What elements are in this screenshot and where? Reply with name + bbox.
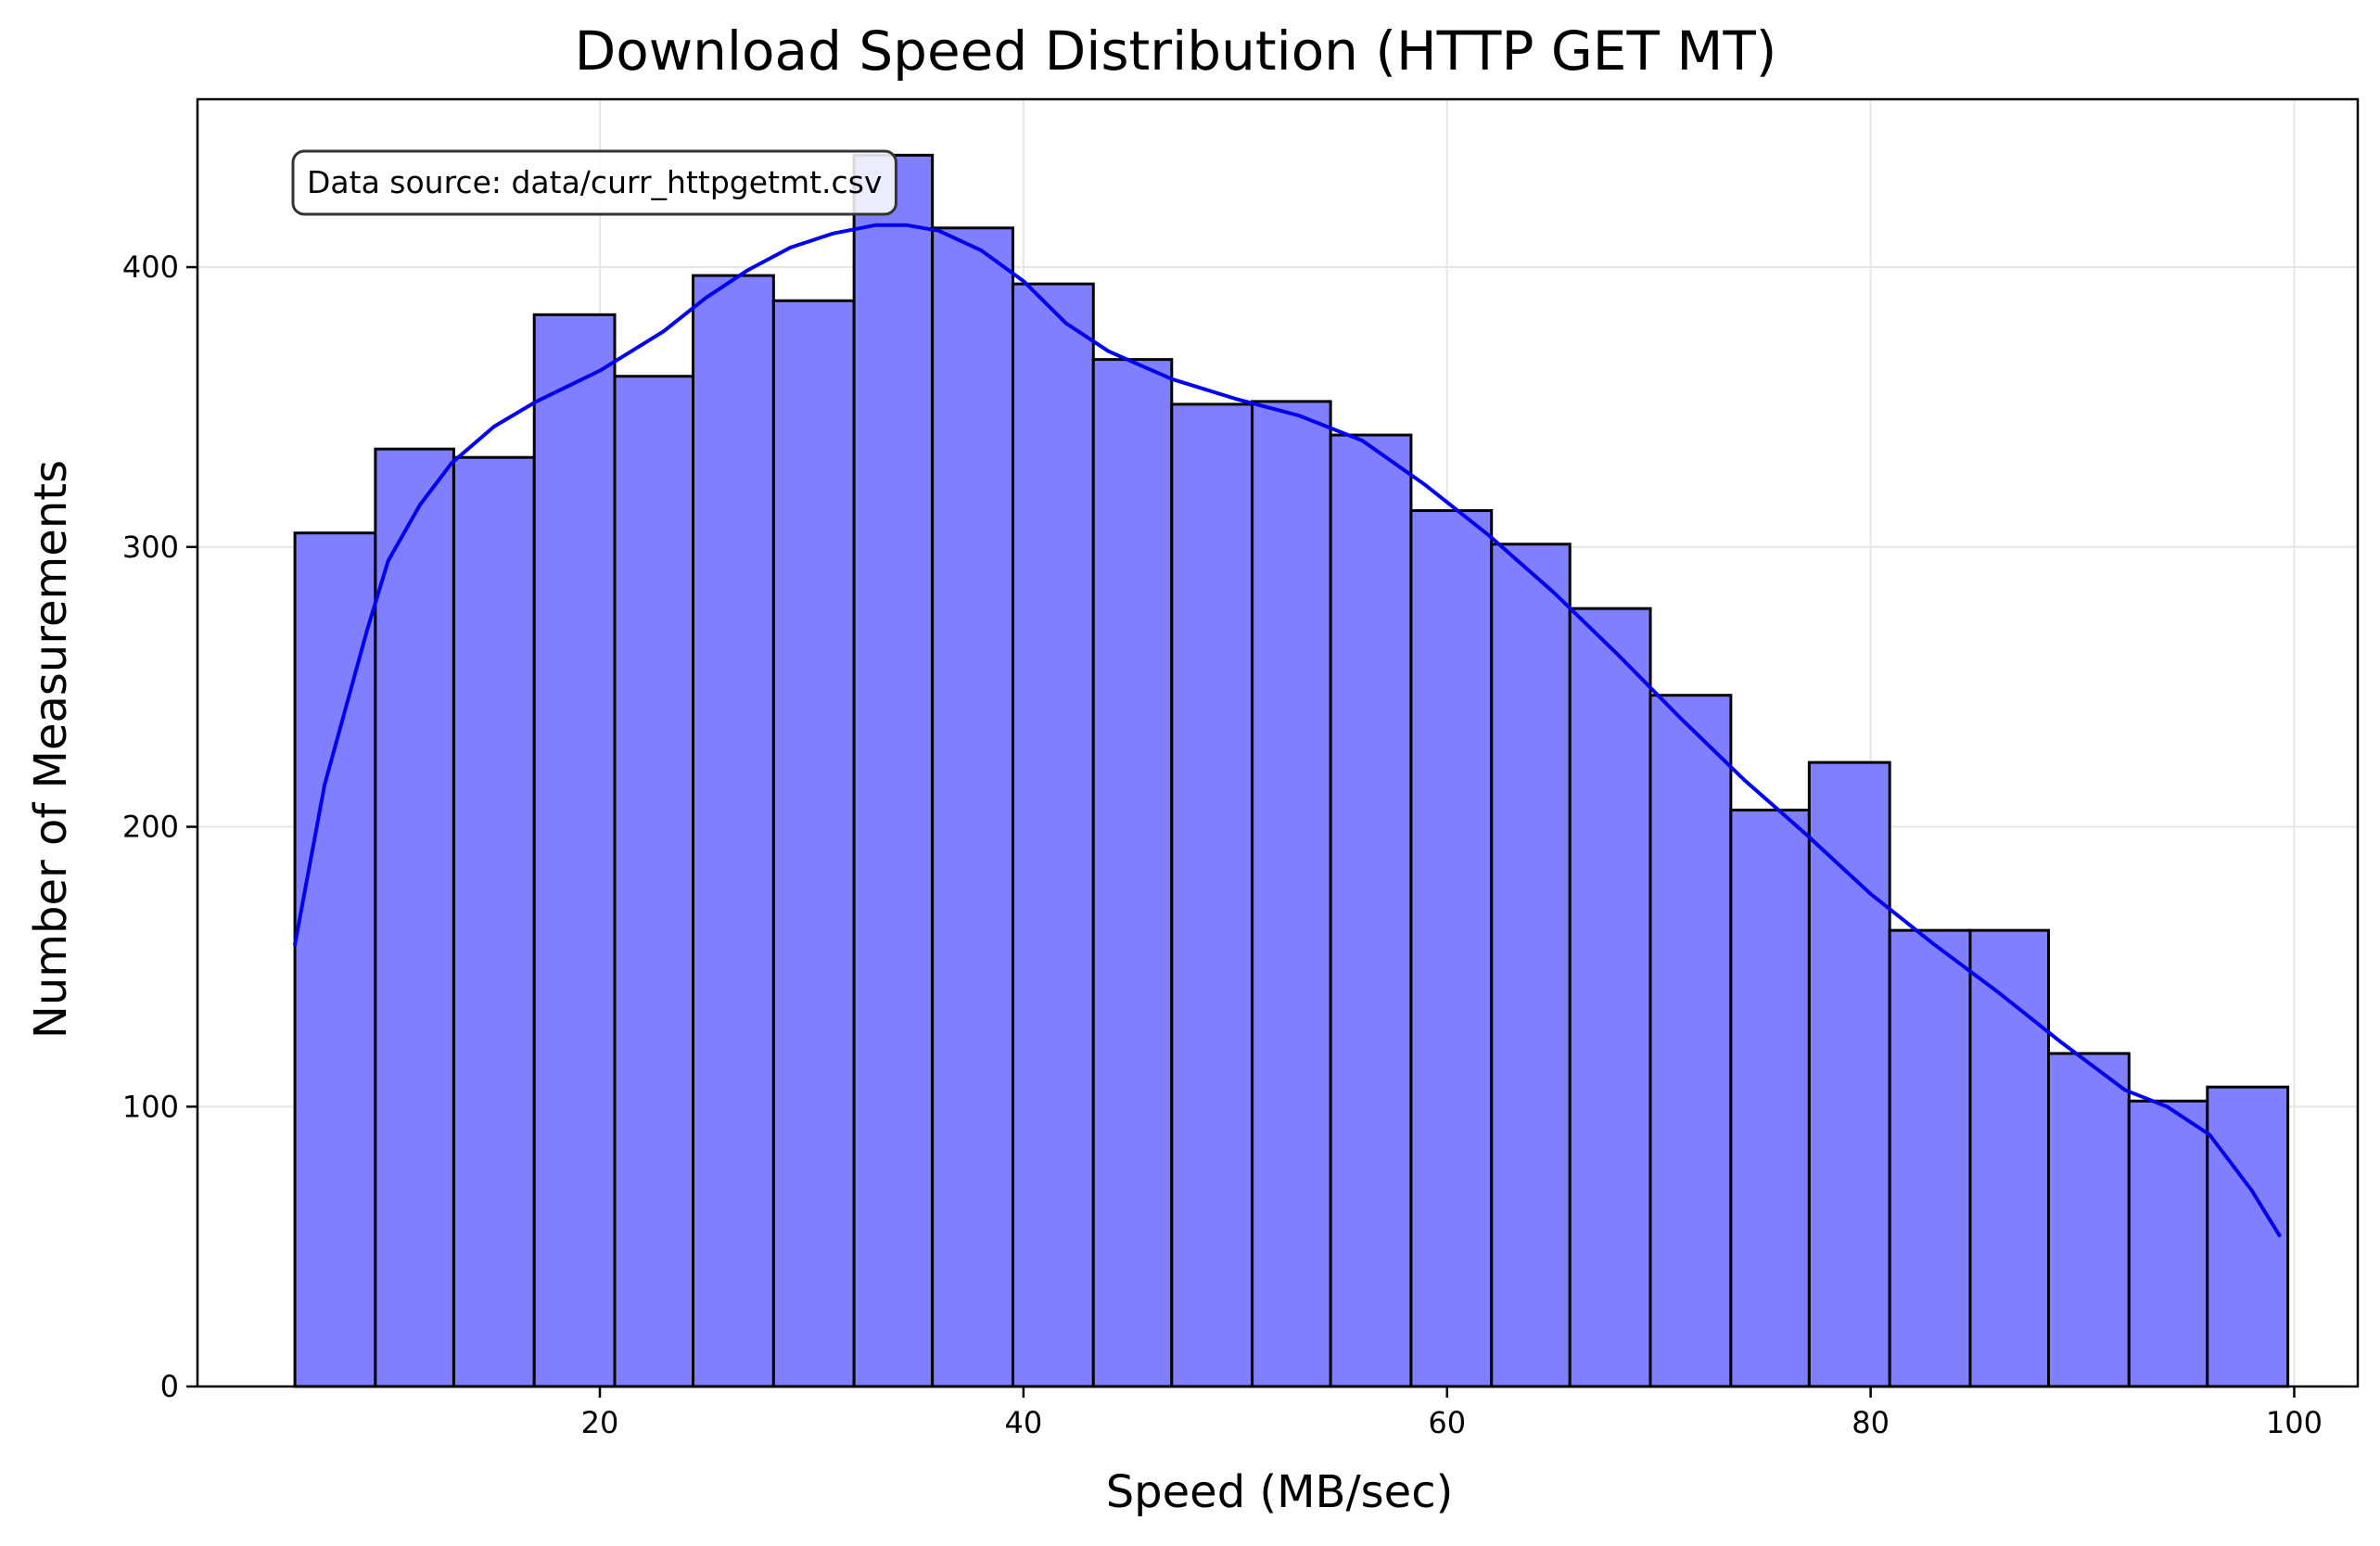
kde-curve [293, 223, 2282, 1238]
chart-title: Download Speed Distribution (HTTP GET MT… [575, 19, 1777, 83]
y-axis-label: Number of Measurements [25, 460, 77, 1039]
histogram-bar [1011, 282, 1095, 1388]
histogram-bar [852, 153, 935, 1388]
histogram-bar [452, 455, 536, 1388]
histogram-bar [692, 274, 775, 1388]
histogram-bar [1648, 694, 1733, 1388]
annotation-box [291, 149, 897, 216]
data-source-annotation: Data source: data/curr_httpgetmt.csv [291, 149, 897, 216]
histogram-bar [1251, 400, 1332, 1388]
histogram-bar [374, 447, 455, 1388]
x-tick-label: 60 [1428, 1405, 1466, 1440]
x-axis-label: Speed (MB/sec) [1106, 1466, 1454, 1518]
y-axis-ticks: 0 100 200 300 400 [122, 249, 197, 1404]
histogram-bar [532, 313, 617, 1388]
histogram-bar [1888, 928, 1972, 1388]
y-tick-label: 300 [122, 530, 179, 565]
histogram-bar [293, 531, 377, 1388]
histogram-bar [1807, 760, 1891, 1388]
y-tick-label: 200 [122, 810, 179, 845]
x-tick-label: 20 [581, 1405, 619, 1440]
histogram-bar [2206, 1085, 2290, 1388]
histogram-bar [1568, 607, 1652, 1388]
histogram-bar [1490, 543, 1572, 1388]
kde-layer [293, 223, 2282, 1238]
histogram-bar [1170, 402, 1254, 1388]
histogram-bar [613, 375, 695, 1388]
histogram-bar [2046, 1052, 2131, 1388]
histogram-bar [771, 299, 856, 1388]
y-tick-label: 100 [122, 1089, 179, 1124]
histogram-bar [1329, 433, 1413, 1388]
annotation-text: Data source: data/curr_httpgetmt.csv [307, 164, 882, 200]
plot-frame [196, 97, 2360, 1388]
y-tick-label: 400 [122, 249, 179, 285]
x-tick-label: 100 [2266, 1405, 2323, 1440]
histogram-bars [293, 153, 2290, 1388]
histogram-bar [1091, 358, 1174, 1388]
x-tick-label: 80 [1852, 1405, 1890, 1440]
y-tick-label: 0 [160, 1369, 179, 1404]
histogram-bar [1409, 509, 1494, 1388]
histogram-bar [2127, 1099, 2209, 1388]
histogram-bar [931, 226, 1014, 1388]
x-tick-label: 40 [1005, 1405, 1043, 1440]
histogram-bar [1729, 808, 1811, 1388]
x-axis-ticks: 20 40 60 80 100 [581, 1386, 2323, 1440]
